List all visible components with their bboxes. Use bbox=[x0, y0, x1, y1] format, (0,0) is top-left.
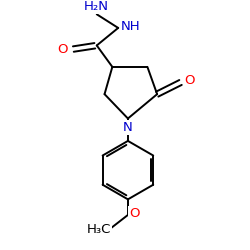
Text: O: O bbox=[130, 208, 140, 220]
Text: H₂N: H₂N bbox=[83, 0, 108, 13]
Text: N: N bbox=[123, 121, 133, 134]
Text: H₃C: H₃C bbox=[86, 223, 111, 236]
Text: O: O bbox=[184, 74, 194, 87]
Text: O: O bbox=[58, 43, 68, 56]
Text: NH: NH bbox=[121, 20, 141, 34]
